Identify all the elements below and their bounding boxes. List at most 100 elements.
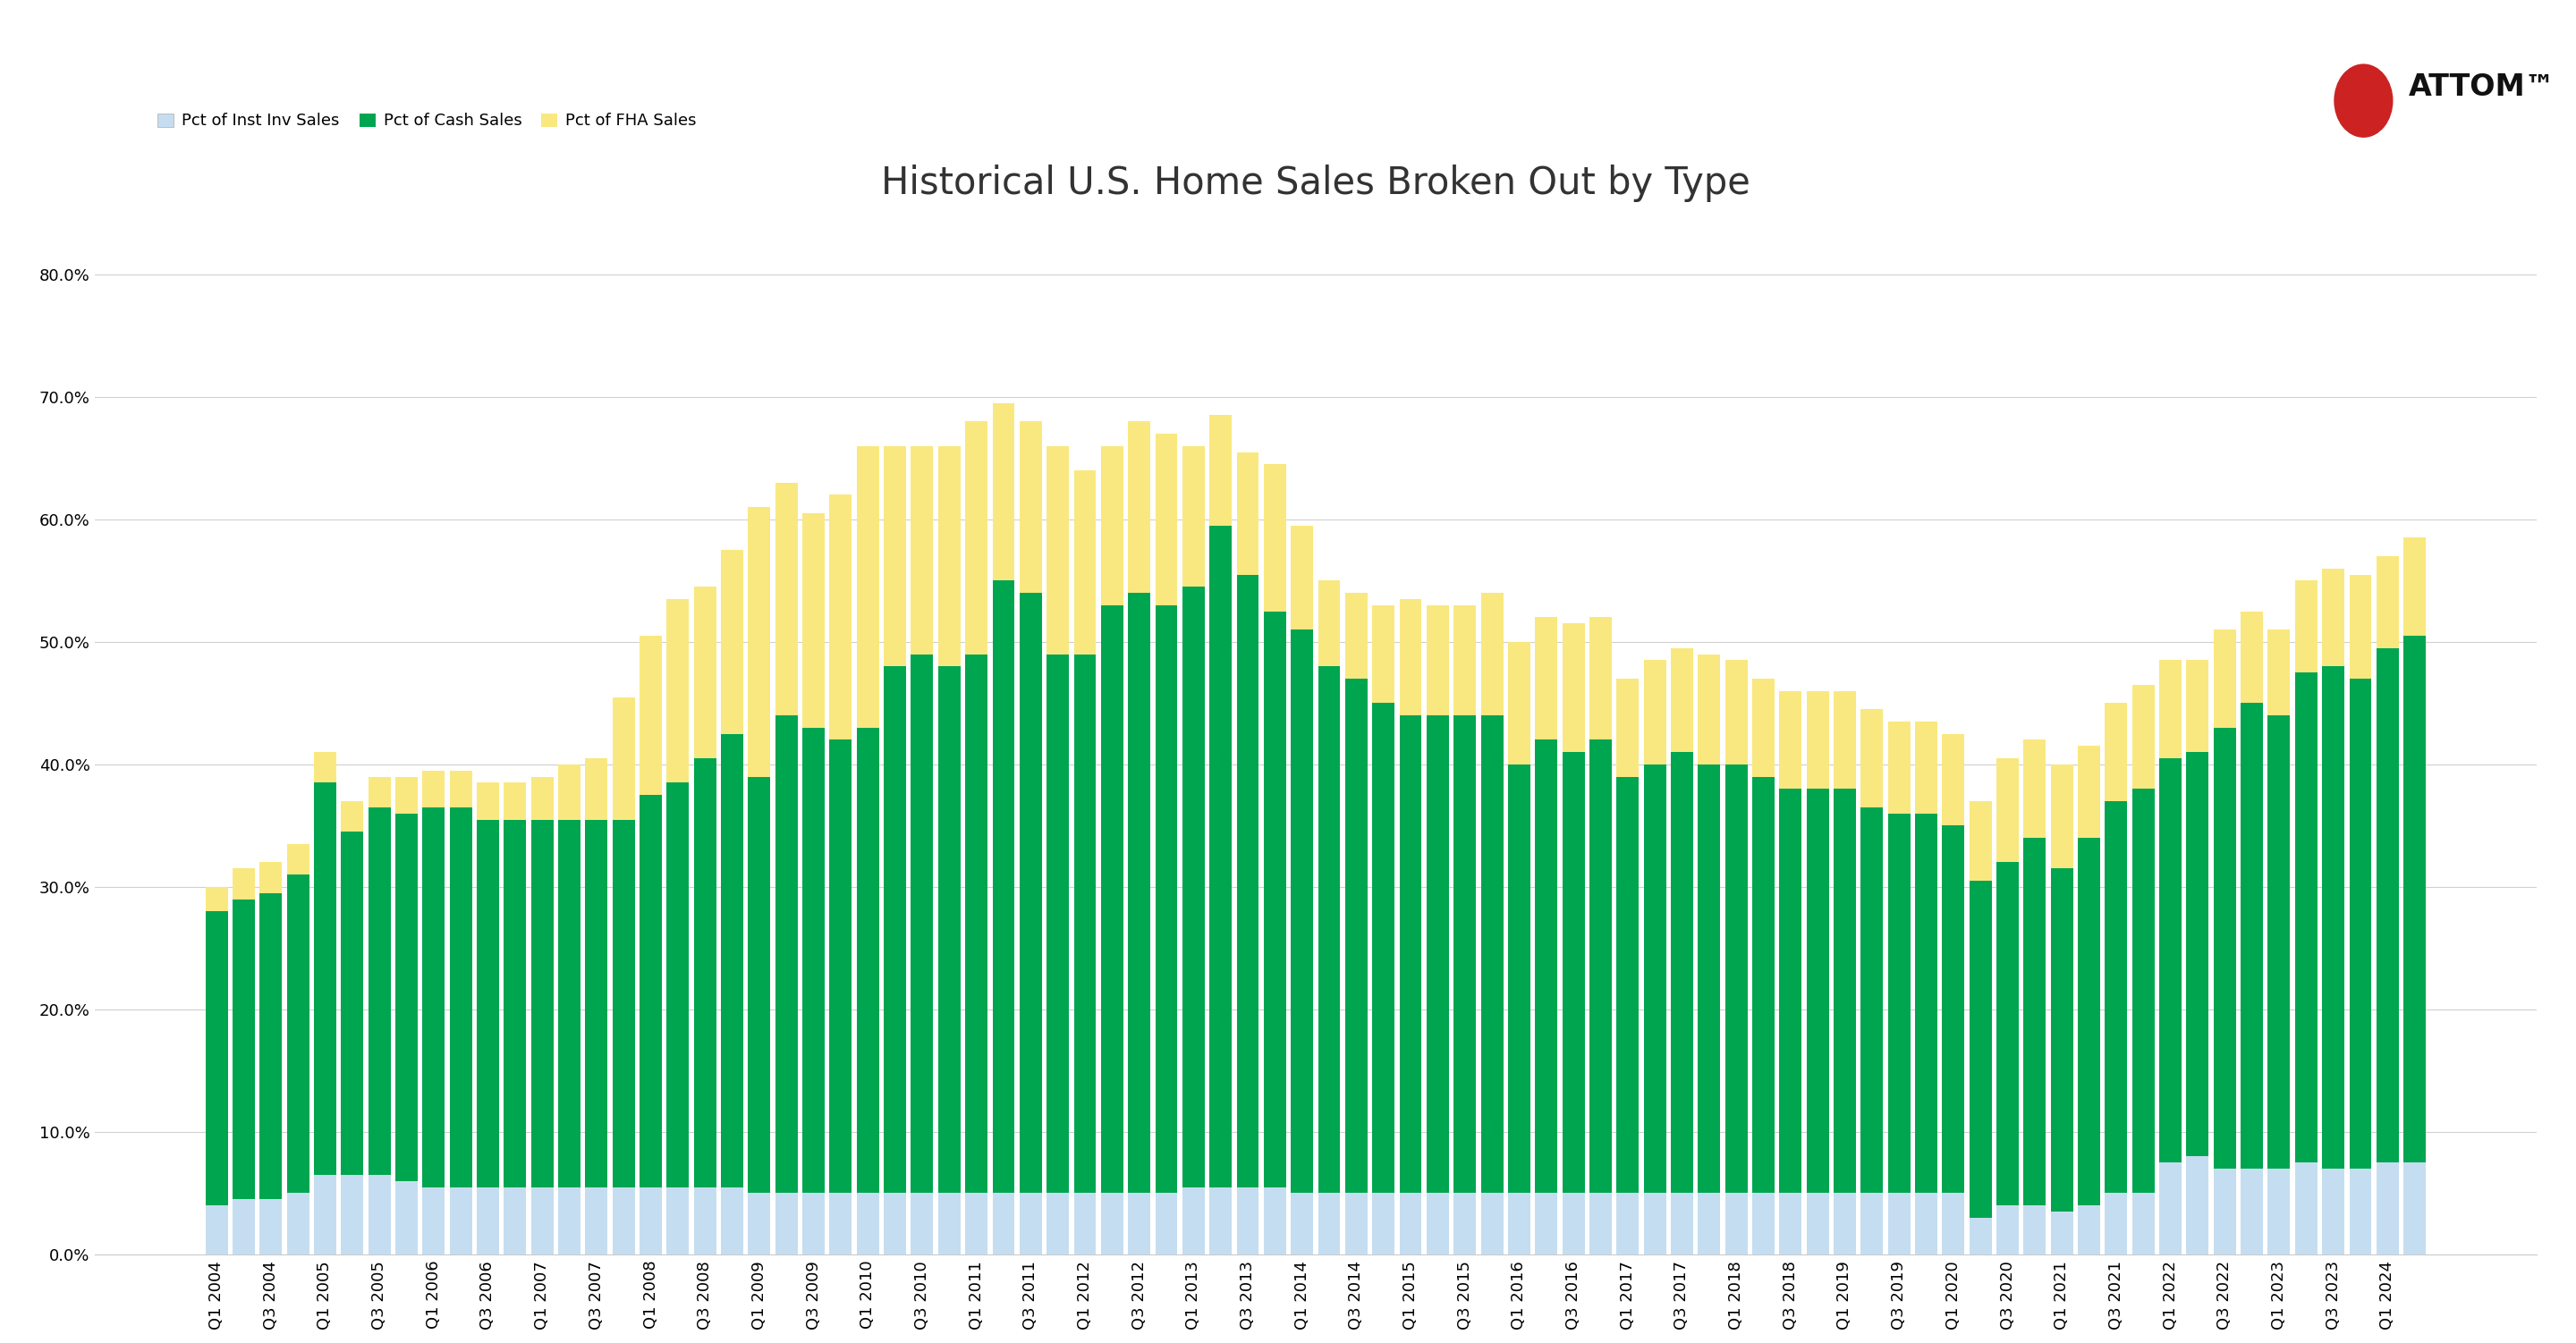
Bar [1589, 1193, 1613, 1254]
Bar [2378, 649, 2398, 1163]
Bar [613, 819, 634, 1187]
Bar [1834, 788, 1855, 1193]
Bar [1236, 575, 1260, 1187]
Bar [804, 728, 824, 1193]
Bar [1968, 802, 1991, 881]
Bar [1643, 1193, 1667, 1254]
Bar [1046, 446, 1069, 654]
Bar [2050, 1211, 2074, 1254]
Bar [451, 771, 471, 807]
Bar [477, 819, 500, 1187]
Bar [422, 1187, 446, 1254]
Bar [340, 1175, 363, 1254]
Bar [613, 697, 634, 819]
Bar [1128, 422, 1151, 592]
Bar [1074, 1193, 1095, 1254]
Bar [938, 446, 961, 666]
Bar [232, 869, 255, 900]
Bar [314, 752, 337, 783]
Bar [1672, 649, 1692, 752]
Bar [286, 843, 309, 874]
Bar [667, 599, 688, 783]
Bar [775, 716, 799, 1193]
Bar [314, 783, 337, 1175]
Bar [1535, 740, 1558, 1193]
Bar [992, 403, 1015, 580]
Bar [775, 1193, 799, 1254]
Bar [858, 728, 878, 1193]
Bar [1182, 587, 1206, 1187]
Bar [912, 446, 933, 654]
Bar [451, 807, 471, 1187]
Bar [2187, 1156, 2208, 1254]
Bar [1914, 1193, 1937, 1254]
Bar [1265, 465, 1285, 611]
Bar [1291, 525, 1314, 630]
Bar [422, 771, 446, 807]
Bar [1806, 1193, 1829, 1254]
Bar [667, 1187, 688, 1254]
Bar [368, 1175, 392, 1254]
Bar [2241, 704, 2262, 1168]
Bar [2133, 788, 2154, 1193]
Bar [451, 1187, 471, 1254]
Bar [2378, 1163, 2398, 1254]
Bar [1345, 678, 1368, 1193]
Bar [1618, 678, 1638, 776]
Bar [1672, 752, 1692, 1193]
Bar [1996, 862, 2020, 1206]
Bar [1154, 606, 1177, 1193]
Bar [804, 513, 824, 728]
Bar [1561, 1193, 1584, 1254]
Bar [1780, 690, 1801, 788]
Bar [2349, 575, 2372, 678]
Bar [1968, 881, 1991, 1218]
Bar [2321, 568, 2344, 666]
Bar [2403, 537, 2427, 635]
Bar [232, 1199, 255, 1254]
Bar [1399, 599, 1422, 716]
Bar [2187, 661, 2208, 752]
Bar [2349, 678, 2372, 1168]
Bar [1100, 446, 1123, 606]
Bar [2025, 740, 2045, 838]
Bar [639, 795, 662, 1187]
Bar [2321, 666, 2344, 1168]
Bar [286, 1193, 309, 1254]
Bar [2133, 1193, 2154, 1254]
Bar [1074, 654, 1095, 1193]
Bar [2159, 759, 2182, 1163]
Bar [1507, 1193, 1530, 1254]
Bar [2213, 630, 2236, 728]
Bar [2187, 752, 2208, 1156]
Bar [938, 666, 961, 1193]
Bar [966, 422, 987, 654]
Bar [775, 482, 799, 716]
Bar [747, 1193, 770, 1254]
Bar [2295, 580, 2318, 673]
Bar [2025, 838, 2045, 1206]
Bar [1726, 764, 1747, 1193]
Bar [1481, 716, 1504, 1193]
Bar [2079, 745, 2099, 838]
Bar [2378, 556, 2398, 649]
Bar [693, 587, 716, 759]
Bar [559, 819, 580, 1187]
Bar [1726, 661, 1747, 764]
Bar [1968, 1218, 1991, 1254]
Bar [1265, 1187, 1285, 1254]
Bar [1453, 606, 1476, 716]
Bar [1589, 740, 1613, 1193]
Bar [1481, 592, 1504, 716]
Bar [829, 1193, 853, 1254]
Bar [1182, 1187, 1206, 1254]
Bar [721, 1187, 744, 1254]
Bar [2403, 1163, 2427, 1254]
Bar [1860, 709, 1883, 807]
Bar [884, 446, 907, 666]
Bar [1020, 592, 1041, 1193]
Bar [1399, 716, 1422, 1193]
Bar [2295, 1163, 2318, 1254]
Bar [884, 1193, 907, 1254]
Bar [531, 819, 554, 1187]
